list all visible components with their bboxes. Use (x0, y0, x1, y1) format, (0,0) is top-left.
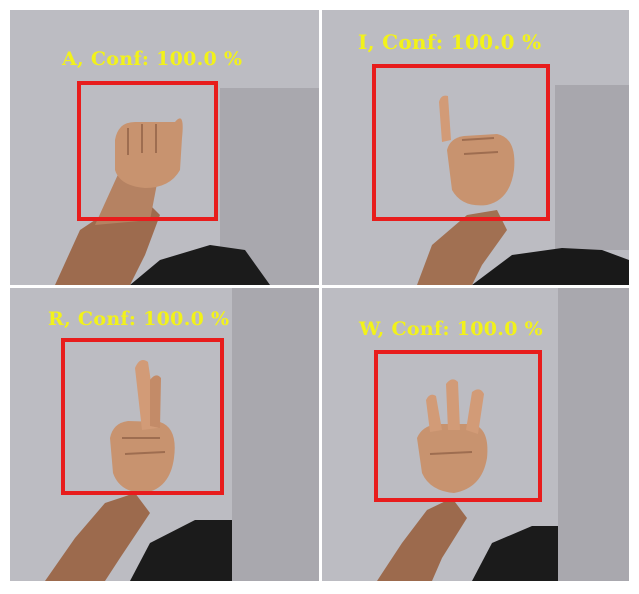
prediction-label: A, Conf: 100.0 % (62, 48, 243, 70)
panel-a: A, Conf: 100.0 % (10, 10, 319, 285)
hand-pinky-image (322, 10, 629, 285)
hand-three-fingers-image (322, 288, 629, 581)
prediction-label: W, Conf: 100.0 % (359, 318, 543, 340)
prediction-label: R, Conf: 100.0 % (48, 308, 230, 330)
figure-caption (0, 584, 639, 594)
hand-crossed-fingers-image (10, 288, 319, 581)
detection-box (372, 64, 550, 221)
detection-box (61, 338, 224, 495)
detection-box (77, 81, 218, 221)
prediction-label: I, Conf: 100.0 % (358, 30, 542, 54)
detection-box (374, 350, 542, 502)
panel-w: W, Conf: 100.0 % (322, 288, 629, 581)
panel-i: I, Conf: 100.0 % (322, 10, 629, 285)
panel-r: R, Conf: 100.0 % (10, 288, 319, 581)
hand-fist-image (10, 10, 319, 285)
